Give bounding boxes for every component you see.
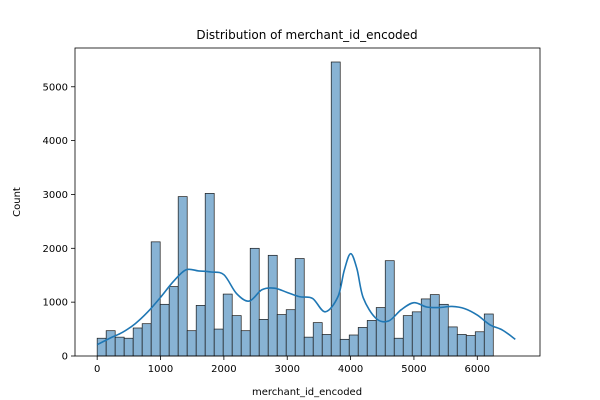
x-axis-label: merchant_id_encoded	[252, 387, 362, 398]
x-tick-label: 0	[94, 364, 100, 375]
histogram-bar	[321, 334, 332, 357]
histogram-bar	[339, 338, 350, 357]
y-tick-label: 3000	[43, 190, 68, 201]
chart-title: Distribution of merchant_id_encoded	[196, 28, 417, 42]
histogram-bar	[141, 323, 152, 357]
histogram-bar	[465, 335, 476, 357]
histogram-bar	[456, 334, 467, 357]
histogram-bar	[312, 322, 323, 357]
x-tick-label: 2000	[211, 364, 236, 375]
x-tick-label: 3000	[275, 364, 300, 375]
histogram-bar	[294, 258, 305, 357]
y-tick-label: 2000	[43, 244, 68, 255]
histogram-bar	[303, 336, 314, 357]
histogram-bar	[474, 331, 485, 357]
histogram-bar	[438, 303, 449, 357]
x-axis: 0 1000 2000 3000 4000 5000 6000	[94, 356, 490, 375]
histogram-bar	[168, 286, 179, 357]
plot-frame	[74, 47, 541, 357]
histogram-bar	[213, 328, 224, 357]
y-tick-label: 5000	[43, 82, 68, 93]
histogram-bar	[258, 319, 269, 357]
histogram-bar	[195, 305, 206, 357]
histogram-bar	[276, 314, 287, 357]
histogram-bar	[177, 196, 188, 357]
histogram-bar	[249, 247, 260, 357]
y-tick-label: 1000	[43, 298, 68, 309]
histogram-bar	[393, 337, 404, 357]
histogram-bar	[348, 334, 359, 357]
y-tick-label: 4000	[43, 136, 68, 147]
y-tick-label: 0	[62, 352, 68, 363]
histogram-bar	[267, 254, 278, 357]
histogram-bar	[204, 193, 215, 357]
histogram-bar	[285, 309, 296, 357]
histogram-bar	[123, 337, 134, 357]
histogram-bar	[429, 294, 440, 357]
histogram-bar	[114, 336, 125, 357]
y-axis: 0 1000 2000 3000 4000 5000	[43, 82, 75, 363]
x-tick-label: 6000	[465, 364, 490, 375]
histogram-bar	[186, 330, 197, 357]
histogram-bar	[231, 315, 242, 357]
histogram-bar	[375, 307, 386, 357]
histogram-bar	[411, 311, 422, 357]
histogram-bar	[330, 61, 341, 357]
histogram-bar	[402, 315, 413, 357]
histogram-bar	[357, 327, 368, 357]
histogram-bar	[132, 327, 143, 357]
histogram-bar	[366, 320, 377, 357]
histogram-bar	[447, 326, 458, 357]
x-tick-label: 5000	[401, 364, 426, 375]
y-axis-label: Count	[12, 187, 23, 217]
x-tick-label: 4000	[338, 364, 363, 375]
histogram-bar	[483, 313, 494, 357]
histogram-bar	[240, 330, 251, 357]
histogram-bars	[96, 61, 494, 357]
histogram-bar	[105, 330, 116, 357]
histogram-bar	[159, 303, 170, 357]
kde-curve	[96, 252, 516, 346]
histogram-bar	[384, 260, 395, 357]
histogram-bar	[222, 293, 233, 357]
x-tick-label: 1000	[148, 364, 173, 375]
